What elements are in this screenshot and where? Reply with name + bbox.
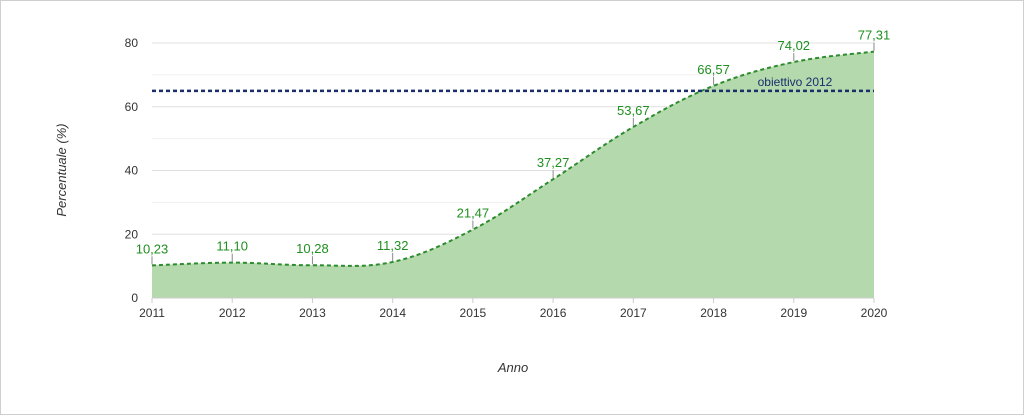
data-label: 66,57 (697, 62, 730, 77)
data-label: 11,10 (216, 239, 248, 254)
label-layer: 10,23 11,10 10,28 11,32 21,47 37,27 53,67 66,57… (136, 28, 891, 265)
x-tick-label: 2012 (219, 306, 246, 320)
x-axis-title: Anno (497, 360, 528, 375)
data-label: 74,02 (778, 38, 811, 53)
x-tick-label: 2019 (780, 306, 807, 320)
area-layer (151, 50, 875, 299)
x-tick-label: 2017 (620, 306, 647, 320)
data-label: 53,67 (617, 103, 650, 118)
data-label: 77,31 (858, 28, 891, 43)
axis-layer: 0 20 40 60 80 2011 2012 2013 2014 2015 2016 2017 201… (125, 36, 888, 320)
y-tick-label: 80 (125, 36, 139, 50)
x-tick-label: 2011 (139, 306, 165, 320)
x-tick-label: 2014 (379, 306, 406, 320)
series-area (152, 51, 874, 299)
y-tick-label: 20 (125, 227, 139, 241)
x-tick-label: 2015 (460, 306, 487, 320)
y-axis-title: Percentuale (%) (54, 123, 69, 216)
x-tick-label: 2016 (540, 306, 567, 320)
y-tick-label: 0 (131, 291, 138, 305)
reference-line-label: obiettivo 2012 (758, 75, 833, 89)
reference-layer: obiettivo 2012 (152, 75, 874, 93)
data-label: 11,32 (377, 238, 409, 253)
x-tick-label: 2018 (700, 306, 727, 320)
y-tick-label: 60 (125, 100, 139, 114)
series-line (151, 50, 875, 267)
y-tick-label: 40 (125, 164, 139, 178)
data-label: 21,47 (457, 206, 490, 221)
data-label: 10,28 (296, 241, 329, 256)
data-label: 37,27 (537, 155, 570, 170)
data-label: 10,23 (136, 241, 169, 256)
x-tick-label: 2013 (299, 306, 326, 320)
x-tick-label: 2020 (861, 306, 888, 320)
